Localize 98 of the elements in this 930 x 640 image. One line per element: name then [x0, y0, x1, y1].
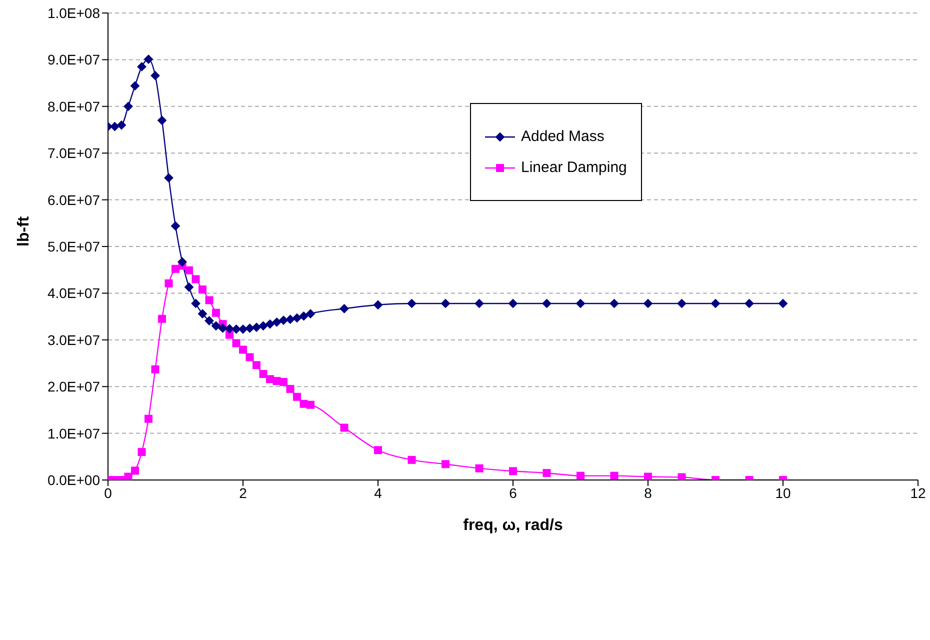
point [259, 370, 268, 378]
point [144, 414, 152, 423]
point [286, 384, 294, 393]
point [252, 361, 260, 370]
point [293, 392, 301, 401]
point [138, 448, 146, 456]
point [158, 314, 166, 323]
point [117, 120, 126, 130]
point [644, 298, 652, 308]
point [576, 472, 584, 480]
point [340, 304, 349, 314]
point [475, 464, 484, 472]
point [198, 285, 206, 294]
y-tick-label: 0.0E+00 [47, 472, 100, 488]
point [144, 54, 153, 64]
point [407, 298, 416, 308]
point [178, 257, 187, 266]
point [610, 472, 618, 480]
y-tick-label: 8.0E+07 [47, 98, 100, 114]
point [576, 298, 585, 308]
point [677, 298, 686, 308]
point [225, 324, 234, 334]
point [185, 266, 193, 274]
point [218, 324, 228, 333]
point [171, 221, 180, 230]
point [198, 309, 207, 318]
point [246, 353, 254, 362]
point [124, 102, 133, 111]
point [442, 460, 450, 468]
point [286, 314, 295, 324]
point [678, 473, 686, 480]
y-tick-label: 9.0E+07 [47, 52, 100, 68]
point [245, 324, 254, 333]
y-tick-label: 2.0E+07 [47, 378, 100, 395]
legend-label: Added Mass [521, 128, 604, 145]
x-tick-label: 12 [910, 484, 926, 501]
point [164, 279, 173, 288]
y-tick-label: 4.0E+07 [47, 285, 100, 302]
point [306, 400, 314, 409]
point [292, 313, 302, 322]
x-tick-label: 0 [104, 484, 112, 501]
point [474, 298, 484, 308]
point [124, 472, 132, 480]
point [610, 298, 619, 308]
point [374, 300, 382, 310]
point [374, 446, 382, 454]
point [238, 324, 248, 334]
point [164, 173, 174, 182]
point [131, 466, 139, 475]
point [299, 312, 308, 321]
y-tick-label: 3.0E+07 [47, 332, 100, 348]
point [212, 308, 220, 317]
x-tick-label: 10 [775, 484, 791, 501]
point [272, 318, 282, 327]
y-axis-title: lb-ft [16, 216, 33, 246]
point [226, 330, 234, 339]
point [172, 264, 180, 273]
point [137, 62, 146, 72]
point [232, 324, 241, 334]
y-tick-label: 6.0E+07 [47, 192, 100, 208]
y-tick-label: 7.0E+07 [47, 145, 100, 162]
point [158, 116, 166, 125]
point [711, 298, 720, 308]
point [508, 298, 518, 308]
point [266, 375, 274, 384]
point [191, 298, 200, 308]
point [778, 298, 788, 308]
point [340, 424, 348, 432]
y-tick-label: 1.0E+08 [47, 4, 100, 21]
point [184, 282, 194, 292]
point [212, 321, 220, 330]
point [542, 468, 551, 477]
point [306, 309, 315, 318]
x-tick-label: 4 [374, 484, 382, 501]
y-tick-label: 1.0E+07 [47, 425, 100, 442]
legend-label: Linear Damping [521, 159, 627, 176]
point [151, 365, 160, 374]
point [192, 275, 200, 284]
point [744, 298, 754, 308]
point [542, 298, 552, 308]
x-tick-label: 2 [239, 484, 248, 501]
point [509, 467, 517, 476]
point [205, 296, 214, 304]
point [280, 378, 288, 386]
point [239, 346, 247, 354]
point [644, 472, 652, 480]
point [408, 456, 416, 464]
x-tick-label: 6 [509, 484, 518, 501]
x-tick-label: 8 [644, 484, 652, 501]
point [232, 339, 240, 348]
point [204, 316, 214, 326]
y-tick-label: 5.0E+07 [47, 238, 100, 254]
point [150, 71, 160, 80]
point [130, 81, 140, 90]
point [441, 298, 450, 308]
point [258, 321, 268, 330]
x-axis-title: freq, ω, rad/s [463, 517, 563, 534]
point [266, 320, 274, 329]
